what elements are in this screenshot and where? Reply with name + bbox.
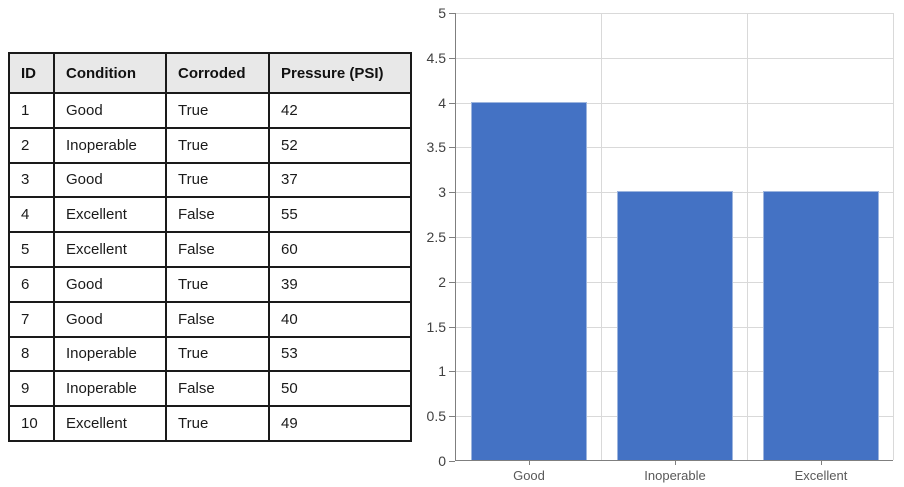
table-row: 3 Good True 37 [8, 161, 412, 199]
y-axis-tick-label: 2.5 [426, 229, 446, 245]
table-cell: False [165, 300, 270, 338]
y-axis-tick-label: 5 [438, 5, 446, 21]
column-header: ID [8, 52, 55, 94]
horizontal-gridline [456, 13, 893, 14]
table-cell: Inoperable [53, 370, 167, 408]
table-cell: 55 [268, 196, 412, 234]
column-header: Condition [53, 52, 167, 94]
data-table: ID Condition Corroded Pressure (PSI) 1 Good T… [8, 52, 412, 442]
column-header: Pressure (PSI) [268, 52, 412, 94]
table-cell: True [165, 126, 270, 164]
table-cell: Inoperable [53, 335, 167, 373]
table-cell: Excellent [53, 196, 167, 234]
y-axis-tick [449, 57, 455, 59]
table-cell: True [165, 161, 270, 199]
vertical-gridline [747, 13, 748, 460]
y-axis-tick [449, 13, 455, 14]
bar-excellent [762, 191, 880, 460]
horizontal-gridline [456, 57, 893, 59]
y-axis-tick [449, 416, 455, 418]
table-cell: Good [53, 300, 167, 338]
y-axis-tick-label: 1 [438, 363, 446, 380]
bar-chart: 0 0.5 1 1.5 2 2.5 3 3.5 4 4.5 5 Good Inoperable Excel… [427, 5, 894, 483]
table-row: 6 Good True 39 [8, 265, 412, 303]
table-header: ID Condition Corroded Pressure (PSI) [8, 52, 412, 94]
table-row: 8 Inoperable True 53 [8, 335, 412, 373]
y-axis-tick-label: 4 [438, 94, 446, 111]
table-cell: True [165, 335, 270, 373]
table-cell: 8 [8, 335, 55, 373]
y-axis-tick [449, 102, 455, 104]
table-cell: 40 [268, 300, 412, 338]
table-row: 9 Inoperable False 50 [8, 370, 412, 408]
bar-good [470, 101, 588, 460]
y-axis-tick [449, 371, 455, 373]
y-axis-tick [449, 326, 455, 328]
table-cell: 1 [8, 92, 55, 129]
vertical-gridline [893, 13, 894, 460]
table-cell: 7 [8, 300, 55, 338]
table-cell: Excellent [53, 231, 167, 268]
table-row: 4 Excellent False 55 [8, 196, 412, 234]
table-cell: 39 [268, 265, 412, 303]
x-axis-tick [821, 460, 822, 465]
x-axis-tick [675, 460, 676, 465]
table-cell: False [165, 196, 270, 234]
table-cell: Good [53, 265, 167, 303]
table-cell: Good [53, 161, 167, 199]
y-axis-tick-label: 3 [438, 184, 446, 201]
horizontal-gridline [456, 147, 893, 149]
table-cell: False [165, 231, 270, 268]
x-axis-category-label: Good [513, 468, 545, 483]
vertical-gridline [601, 13, 602, 460]
table-cell: Good [53, 92, 167, 129]
x-axis-category-label: Inoperable [644, 468, 706, 483]
table-row: 2 Inoperable True 52 [8, 126, 412, 164]
table-cell: 60 [268, 231, 412, 268]
horizontal-gridline [456, 102, 893, 104]
x-axis-category-label: Excellent [794, 468, 848, 483]
table-row: 7 Good False 40 [8, 300, 412, 338]
y-axis-tick [449, 461, 455, 462]
table-cell: 6 [8, 265, 55, 303]
table-cell: Inoperable [53, 126, 167, 164]
table-cell: 10 [8, 405, 55, 442]
table-cell: 52 [268, 126, 412, 164]
table-cell: Excellent [53, 405, 167, 442]
y-axis-tick-label: 0.5 [426, 408, 446, 425]
column-header: Corroded [165, 52, 270, 94]
y-axis-tick [449, 147, 455, 149]
y-axis-tick-label: 3.5 [426, 139, 446, 156]
table-row: 1 Good True 42 [8, 92, 412, 129]
table-cell: True [165, 92, 270, 129]
table-cell: 4 [8, 196, 55, 234]
table-header-row: ID Condition Corroded Pressure (PSI) [8, 52, 412, 94]
table-cell: 53 [268, 335, 412, 373]
y-axis-tick-label: 1.5 [426, 318, 446, 335]
table-cell: 9 [8, 370, 55, 408]
table-cell: 3 [8, 161, 55, 199]
table-cell: True [165, 265, 270, 303]
y-axis-tick-label: 2 [438, 273, 446, 290]
bar-inoperable [616, 191, 734, 460]
table-cell: 37 [268, 161, 412, 199]
table-cell: 2 [8, 126, 55, 164]
table-row: 10 Excellent True 49 [8, 405, 412, 442]
table-cell: 49 [268, 405, 412, 442]
table-row: 5 Excellent False 60 [8, 231, 412, 268]
y-axis-tick-label: 0 [438, 453, 446, 469]
y-axis-tick [449, 237, 455, 238]
table-cell: 5 [8, 231, 55, 268]
table-body: 1 Good True 42 2 Inoperable True 52 3 Good True 37 4… [8, 92, 412, 442]
table-cell: False [165, 370, 270, 408]
table-cell: 42 [268, 92, 412, 129]
x-axis-tick [529, 460, 530, 465]
table-cell: True [165, 405, 270, 442]
y-axis-tick-label: 4.5 [426, 49, 446, 66]
y-axis-tick [449, 281, 455, 283]
table-cell: 50 [268, 370, 412, 408]
y-axis-tick [449, 192, 455, 194]
